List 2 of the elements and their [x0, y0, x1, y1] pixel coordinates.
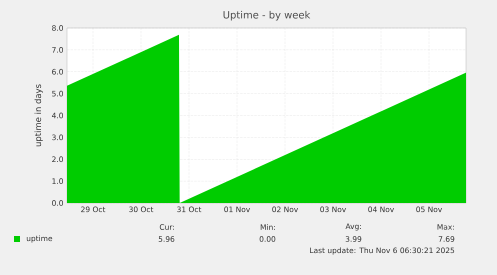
y-axis-title: uptime in days: [34, 84, 43, 146]
chart-title: Uptime - by week: [224, 10, 310, 21]
